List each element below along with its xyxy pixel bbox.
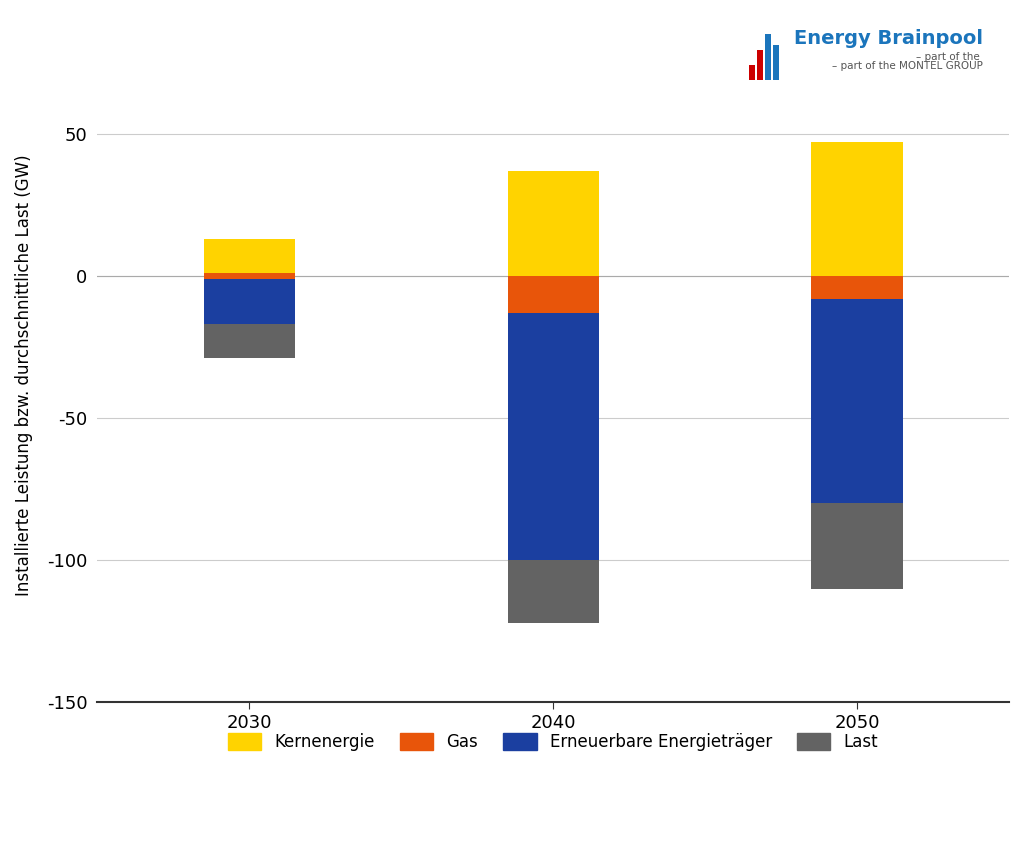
Bar bbox=[204, 279, 295, 325]
Legend: Kernenergie, Gas, Erneuerbare Energieträger, Last: Kernenergie, Gas, Erneuerbare Energieträ… bbox=[219, 724, 887, 759]
Bar bbox=[773, 45, 779, 80]
Bar bbox=[204, 239, 295, 273]
Bar bbox=[508, 276, 599, 313]
Text: Energy Brainpool: Energy Brainpool bbox=[794, 29, 983, 49]
Text: – part of the MONTEL GROUP: – part of the MONTEL GROUP bbox=[833, 61, 983, 71]
Bar bbox=[508, 560, 599, 622]
Text: – part of the: – part of the bbox=[916, 52, 983, 62]
Bar bbox=[508, 171, 599, 276]
Bar bbox=[811, 142, 902, 276]
Bar bbox=[204, 325, 295, 358]
Bar bbox=[204, 273, 295, 276]
Bar bbox=[508, 313, 599, 560]
Bar bbox=[749, 65, 755, 80]
Bar bbox=[757, 50, 763, 80]
Bar bbox=[811, 299, 902, 504]
Y-axis label: Installierte Leistung bzw. durchschnittliche Last (GW): Installierte Leistung bzw. durchschnittl… bbox=[15, 155, 33, 596]
Bar bbox=[811, 276, 902, 299]
Bar bbox=[811, 504, 902, 589]
Bar bbox=[765, 34, 771, 80]
Bar bbox=[204, 276, 295, 279]
